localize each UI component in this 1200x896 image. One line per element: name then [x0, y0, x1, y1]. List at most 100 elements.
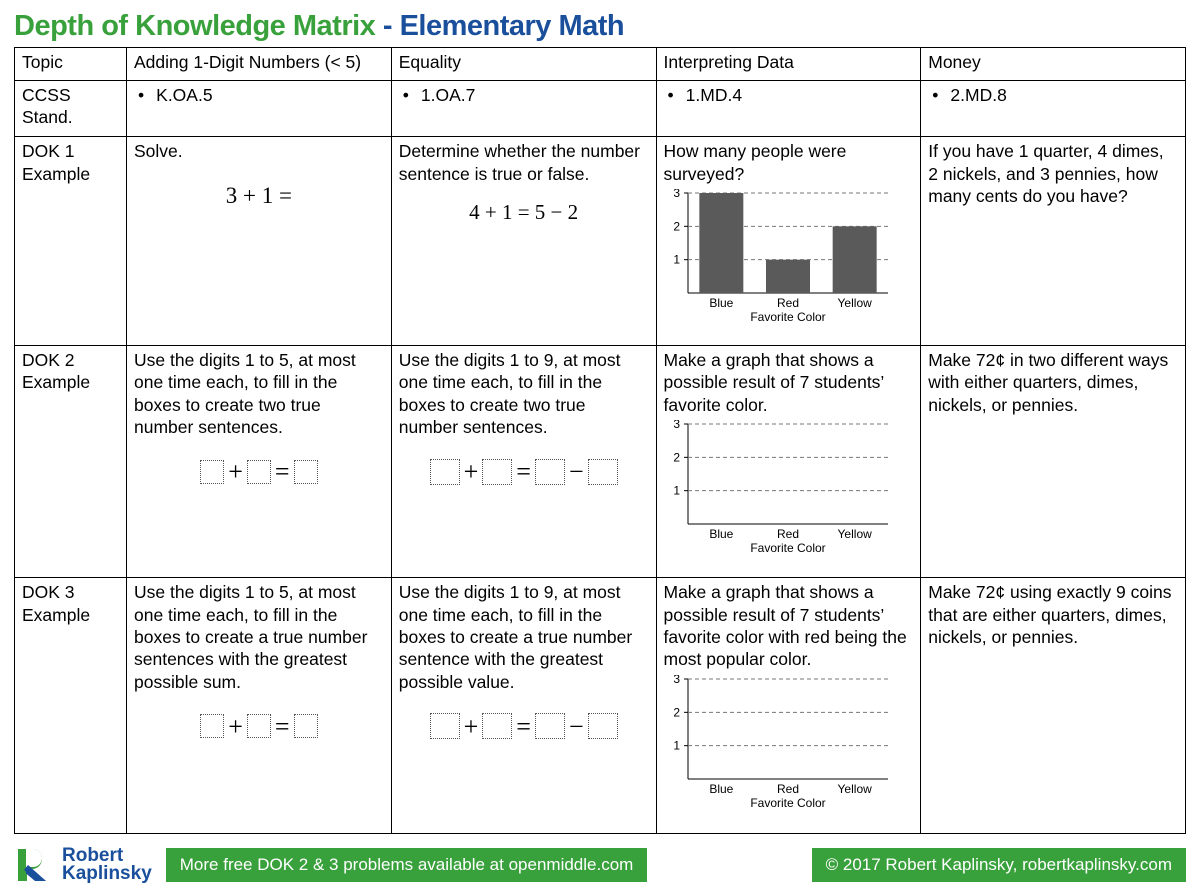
dok3-col-2: Make a graph that shows a possible resul…	[656, 578, 921, 834]
svg-text:Favorite Color: Favorite Color	[750, 541, 825, 555]
fill-box	[200, 460, 224, 484]
svg-text:Yellow: Yellow	[837, 527, 872, 541]
fill-box	[200, 714, 224, 738]
bar-chart-svg: 123BlueRedYellowFavorite Color	[664, 675, 894, 811]
dok3-c0-boxes: +=	[134, 707, 384, 743]
bar	[832, 226, 876, 293]
fill-box	[430, 713, 460, 739]
svg-text:3: 3	[673, 675, 680, 686]
equals-icon: =	[273, 710, 292, 743]
dok3-col-1: Use the digits 1 to 9, at most one time …	[391, 578, 656, 834]
svg-text:Blue: Blue	[709, 527, 733, 541]
dok3-c1-boxes: + = −	[399, 707, 649, 743]
svg-text:Blue: Blue	[709, 296, 733, 310]
brand-name: Robert Kaplinsky	[62, 847, 152, 883]
minus-icon: −	[567, 710, 586, 743]
title-sep: -	[375, 10, 399, 42]
footer-banner-left: More free DOK 2 & 3 problems available a…	[166, 848, 648, 882]
logo-mark-icon	[14, 845, 54, 885]
fill-box	[482, 459, 512, 485]
dok1-col-2: How many people were surveyed? 1 2 3 Blue Re…	[656, 137, 921, 346]
row-dok2: DOK 2 Example Use the digits 1 to 5, at …	[15, 346, 1186, 578]
fill-box	[247, 460, 271, 484]
fill-box	[430, 459, 460, 485]
dok1-bar-chart: 1 2 3 Blue Red Yellow Favorite Color	[664, 189, 914, 330]
equals-icon: =	[514, 710, 533, 743]
dok2-col-0: Use the digits 1 to 5, at most one time …	[127, 346, 392, 578]
label-topic: Topic	[15, 48, 127, 81]
dok1-c0-formula: 3 + 1 =	[134, 181, 384, 210]
topic-col-3: Money	[921, 48, 1186, 81]
fill-box	[588, 459, 618, 485]
minus-icon: −	[567, 455, 586, 488]
footer: Robert Kaplinsky More free DOK 2 & 3 pro…	[14, 842, 1186, 888]
topic-col-2: Interpreting Data	[656, 48, 921, 81]
bar	[766, 260, 810, 293]
dok3-c3-text: Make 72¢ using exactly 9 coins that are …	[928, 581, 1178, 648]
fill-box	[535, 713, 565, 739]
dok3-c0-text: Use the digits 1 to 5, at most one time …	[134, 581, 384, 693]
dok1-col-3: If you have 1 quarter, 4 dimes, 2 nickel…	[921, 137, 1186, 346]
svg-text:1: 1	[673, 484, 680, 498]
ccss-col-0: K.OA.5	[127, 80, 392, 136]
svg-text:Favorite Color: Favorite Color	[750, 310, 825, 324]
plus-icon: +	[462, 710, 481, 743]
page-title: Depth of Knowledge Matrix - Elementary M…	[14, 10, 1186, 43]
topic-col-0: Adding 1-Digit Numbers (< 5)	[127, 48, 392, 81]
svg-text:Blue: Blue	[709, 782, 733, 796]
fill-box	[247, 714, 271, 738]
equals-icon: =	[514, 455, 533, 488]
svg-text:3: 3	[673, 420, 680, 431]
fill-box	[294, 714, 318, 738]
svg-text:Red: Red	[776, 527, 798, 541]
dok2-c2-text: Make a graph that shows a possible resul…	[664, 349, 914, 416]
row-dok1: DOK 1 Example Solve. 3 + 1 = Determine w…	[15, 137, 1186, 346]
svg-text:2: 2	[673, 705, 680, 719]
title-part2: Elementary Math	[400, 10, 625, 42]
fill-box	[294, 460, 318, 484]
dok1-col-0: Solve. 3 + 1 =	[127, 137, 392, 346]
dok-matrix-table: Topic Adding 1-Digit Numbers (< 5) Equal…	[14, 47, 1186, 834]
dok1-c0-text: Solve.	[134, 140, 384, 162]
dok2-col-2: Make a graph that shows a possible resul…	[656, 346, 921, 578]
dok3-c2-text: Make a graph that shows a possible resul…	[664, 581, 914, 671]
dok1-c1-formula: 4 + 1 = 5 − 2	[399, 199, 649, 226]
plus-icon: +	[462, 455, 481, 488]
ccss-col-2: 1.MD.4	[656, 80, 921, 136]
svg-text:Yellow: Yellow	[837, 782, 872, 796]
plus-icon: +	[226, 455, 245, 488]
row-ccss: CCSS Stand. K.OA.5 1.OA.7 1.MD.4 2.MD.8	[15, 80, 1186, 136]
bar	[699, 193, 743, 293]
brand-logo: Robert Kaplinsky	[14, 845, 152, 885]
title-part1: Depth of Knowledge Matrix	[14, 10, 375, 42]
dok2-c1-boxes: + = −	[399, 453, 649, 489]
ccss-col-3: 2.MD.8	[921, 80, 1186, 136]
dok3-col-0: Use the digits 1 to 5, at most one time …	[127, 578, 392, 834]
bar-chart-svg: 123BlueRedYellowFavorite Color	[664, 420, 894, 556]
ccss-col-1: 1.OA.7	[391, 80, 656, 136]
svg-text:Red: Red	[776, 296, 798, 310]
row-dok3: DOK 3 Example Use the digits 1 to 5, at …	[15, 578, 1186, 834]
dok2-c3-text: Make 72¢ in two different ways with eith…	[928, 349, 1178, 416]
dok2-c1-text: Use the digits 1 to 9, at most one time …	[399, 349, 649, 439]
dok2-col-1: Use the digits 1 to 9, at most one time …	[391, 346, 656, 578]
fill-box	[535, 459, 565, 485]
footer-banner-right: © 2017 Robert Kaplinsky, robertkaplinsky…	[812, 848, 1186, 882]
svg-text:Yellow: Yellow	[837, 296, 872, 310]
row-topic: Topic Adding 1-Digit Numbers (< 5) Equal…	[15, 48, 1186, 81]
dok1-c1-text: Determine whether the number sentence is…	[399, 140, 649, 185]
dok3-bar-chart: 123BlueRedYellowFavorite Color	[664, 675, 914, 816]
svg-text:Red: Red	[776, 782, 798, 796]
dok2-c0-text: Use the digits 1 to 5, at most one time …	[134, 349, 384, 439]
dok2-col-3: Make 72¢ in two different ways with eith…	[921, 346, 1186, 578]
dok1-c2-text: How many people were surveyed?	[664, 140, 914, 185]
dok2-c0-boxes: +=	[134, 453, 384, 489]
svg-text:2: 2	[673, 219, 680, 233]
svg-text:1: 1	[673, 738, 680, 752]
svg-text:3: 3	[673, 189, 680, 200]
dok3-col-3: Make 72¢ using exactly 9 coins that are …	[921, 578, 1186, 834]
label-ccss: CCSS Stand.	[15, 80, 127, 136]
label-dok2: DOK 2 Example	[15, 346, 127, 578]
svg-text:1: 1	[673, 253, 680, 267]
dok3-c1-text: Use the digits 1 to 9, at most one time …	[399, 581, 649, 693]
